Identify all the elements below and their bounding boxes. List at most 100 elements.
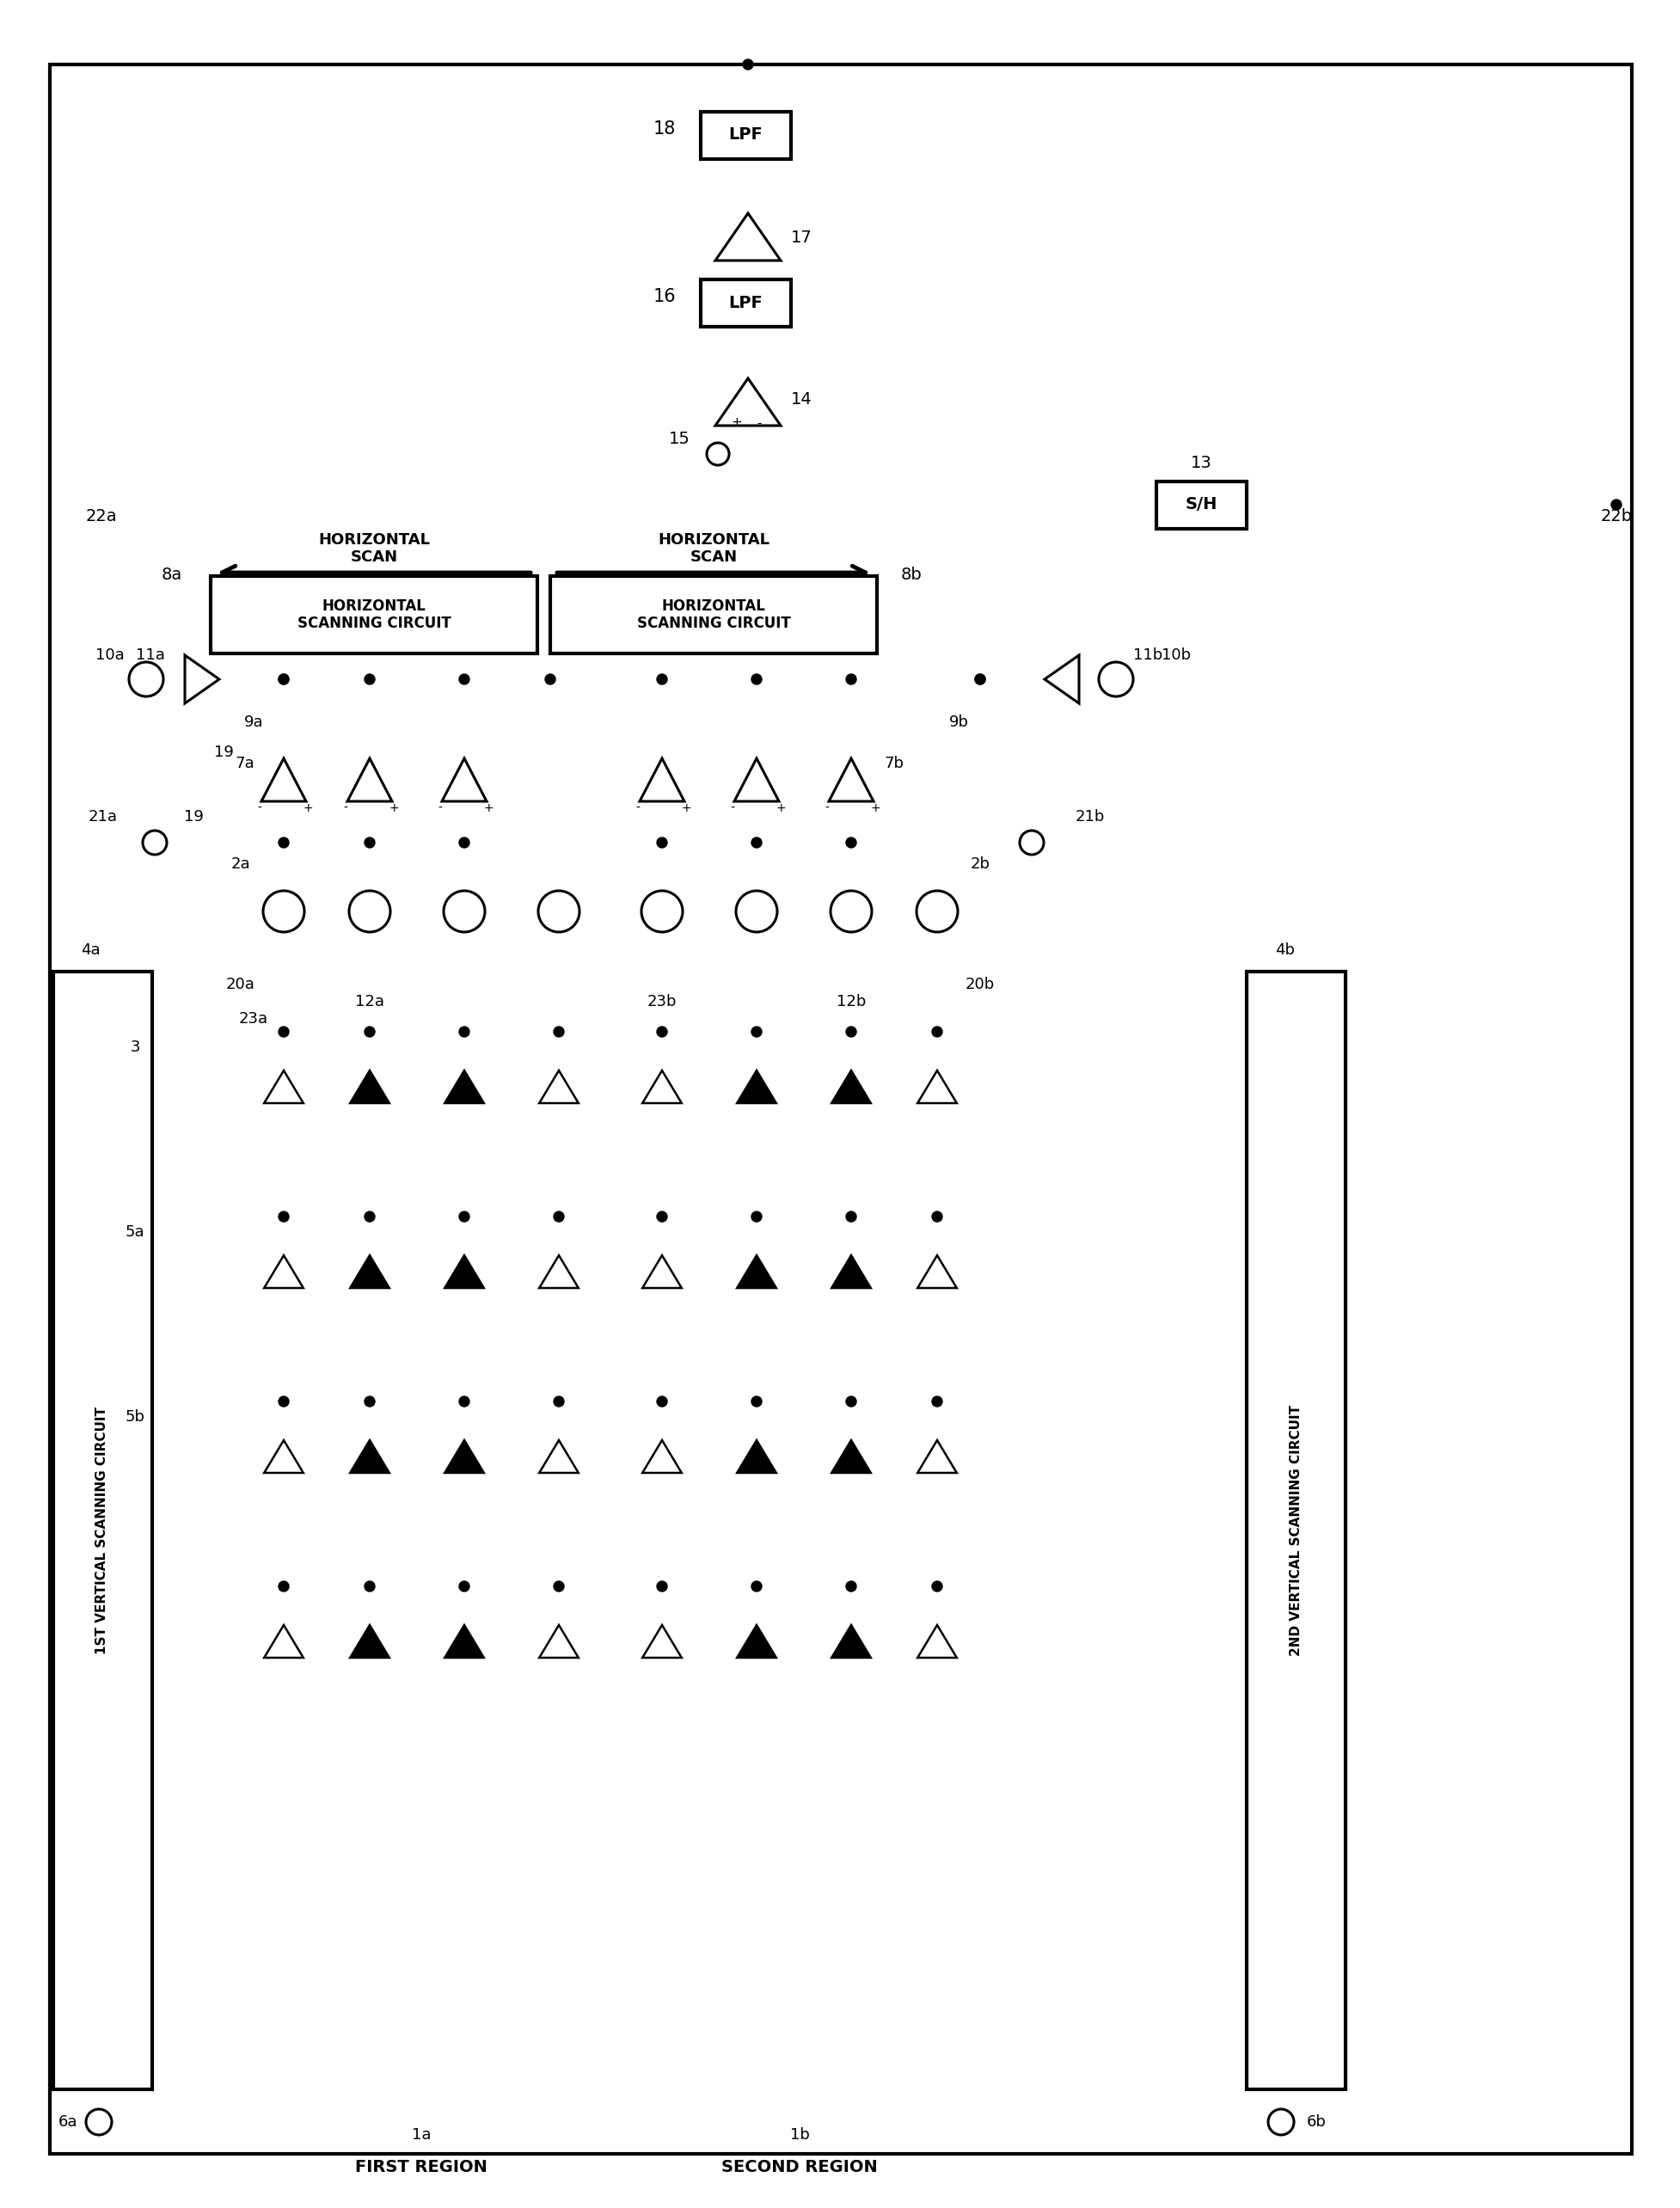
Text: SCANNING CIRCUIT: SCANNING CIRCUIT	[637, 616, 791, 631]
Text: 14: 14	[791, 391, 811, 408]
Circle shape	[279, 673, 289, 684]
Circle shape	[751, 1581, 761, 1592]
Text: 22b: 22b	[1601, 508, 1633, 523]
Polygon shape	[642, 1440, 682, 1473]
Polygon shape	[539, 1071, 578, 1104]
Circle shape	[657, 1581, 667, 1592]
Polygon shape	[738, 1625, 776, 1658]
Text: 7a: 7a	[235, 755, 255, 771]
Text: +: +	[680, 802, 690, 815]
Bar	[701, 280, 791, 327]
Text: 1a: 1a	[412, 2126, 432, 2142]
Text: SCANNING CIRCUIT: SCANNING CIRCUIT	[297, 616, 450, 631]
Circle shape	[751, 1395, 761, 1406]
Text: 11b: 11b	[1132, 647, 1163, 662]
Polygon shape	[442, 757, 487, 802]
Polygon shape	[264, 1256, 304, 1287]
Text: +: +	[302, 802, 312, 815]
Polygon shape	[539, 1256, 578, 1287]
Circle shape	[459, 1581, 469, 1592]
Circle shape	[932, 1395, 942, 1406]
Circle shape	[932, 1027, 942, 1038]
Polygon shape	[349, 1071, 390, 1104]
Text: 3: 3	[129, 1040, 139, 1055]
Circle shape	[459, 1395, 469, 1406]
Text: -: -	[438, 802, 442, 815]
Circle shape	[279, 1027, 289, 1038]
Text: -: -	[756, 417, 761, 431]
Circle shape	[279, 837, 289, 848]
Polygon shape	[445, 1071, 484, 1104]
Circle shape	[657, 1027, 667, 1038]
Circle shape	[459, 1027, 469, 1038]
Polygon shape	[445, 1256, 484, 1287]
Circle shape	[847, 1581, 857, 1592]
Text: 23a: 23a	[239, 1011, 269, 1027]
Text: 18: 18	[654, 121, 675, 137]
Text: 22a: 22a	[86, 508, 118, 523]
Polygon shape	[262, 757, 306, 802]
Circle shape	[459, 673, 469, 684]
Text: +: +	[484, 802, 494, 815]
Circle shape	[751, 673, 761, 684]
Circle shape	[751, 837, 761, 848]
Text: HORIZONTAL: HORIZONTAL	[662, 598, 766, 614]
Circle shape	[657, 673, 667, 684]
Text: +: +	[731, 417, 743, 431]
Text: 5a: 5a	[126, 1225, 144, 1241]
Text: 19: 19	[183, 808, 203, 824]
Text: 19: 19	[213, 744, 234, 760]
Text: 2ND VERTICAL SCANNING CIRCUIT: 2ND VERTICAL SCANNING CIRCUIT	[1289, 1404, 1302, 1656]
Polygon shape	[349, 1440, 390, 1473]
Text: 10a: 10a	[96, 647, 124, 662]
Bar	[54, 972, 153, 2089]
Circle shape	[129, 662, 163, 696]
Circle shape	[847, 837, 857, 848]
Polygon shape	[917, 1256, 956, 1287]
Text: 6b: 6b	[1307, 2115, 1327, 2131]
Text: HORIZONTAL: HORIZONTAL	[318, 532, 430, 548]
Text: LPF: LPF	[729, 126, 763, 144]
Polygon shape	[738, 1071, 776, 1104]
Text: -: -	[257, 802, 262, 815]
Polygon shape	[828, 757, 874, 802]
Text: 15: 15	[669, 431, 690, 446]
Bar	[701, 113, 791, 159]
Text: +: +	[388, 802, 398, 815]
Text: 8b: 8b	[900, 565, 922, 583]
Text: 21a: 21a	[89, 808, 118, 824]
Circle shape	[657, 1212, 667, 1221]
Circle shape	[1611, 499, 1621, 510]
Circle shape	[459, 1212, 469, 1221]
Circle shape	[743, 60, 753, 71]
Text: 16: 16	[654, 287, 675, 305]
Circle shape	[751, 1212, 761, 1221]
Text: 23b: 23b	[647, 994, 677, 1009]
Text: -: -	[343, 802, 348, 815]
Circle shape	[444, 890, 486, 932]
Text: 11a: 11a	[136, 647, 165, 662]
Polygon shape	[734, 757, 780, 802]
Text: 10b: 10b	[1161, 647, 1191, 662]
Circle shape	[279, 673, 289, 684]
Text: 7b: 7b	[884, 755, 904, 771]
Circle shape	[1099, 662, 1134, 696]
Polygon shape	[832, 1440, 870, 1473]
Circle shape	[365, 1027, 375, 1038]
Polygon shape	[642, 1256, 682, 1287]
Circle shape	[279, 1212, 289, 1221]
Text: 20b: 20b	[966, 976, 995, 991]
Polygon shape	[738, 1256, 776, 1287]
Polygon shape	[539, 1440, 578, 1473]
Circle shape	[86, 2109, 113, 2135]
Circle shape	[847, 673, 857, 684]
Polygon shape	[716, 214, 781, 261]
Text: +: +	[870, 802, 880, 815]
Text: 5b: 5b	[124, 1409, 144, 1424]
Polygon shape	[832, 1256, 870, 1287]
Text: 13: 13	[1191, 455, 1211, 470]
Polygon shape	[264, 1071, 304, 1104]
Circle shape	[830, 890, 872, 932]
Text: FIRST REGION: FIRST REGION	[354, 2159, 487, 2175]
Polygon shape	[642, 1625, 682, 1658]
